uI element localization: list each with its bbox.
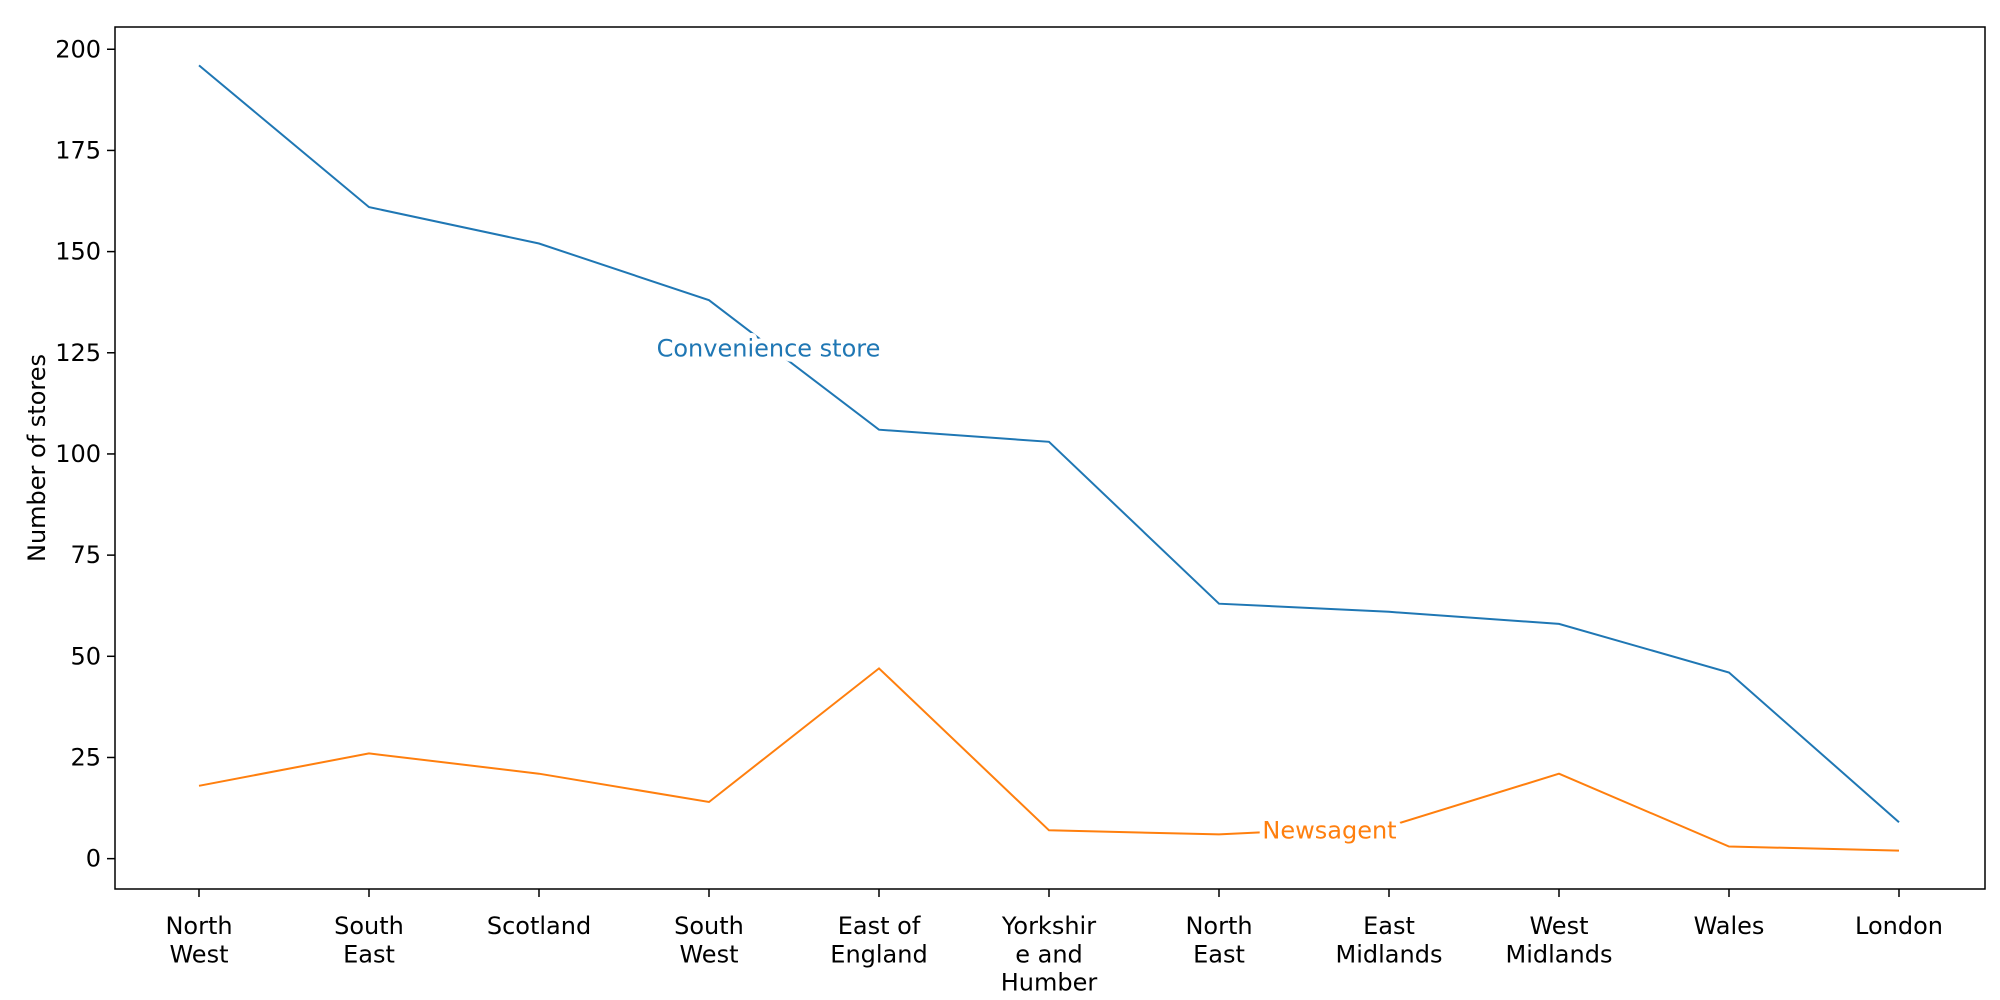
y-tick-label: 0 bbox=[86, 845, 101, 873]
x-tick-label: West Midlands bbox=[1506, 912, 1613, 968]
series-line-convenience-store bbox=[198, 64, 1900, 823]
series-label-layer: Convenience store Newsagent bbox=[652, 330, 1402, 850]
x-tick-label-line: East bbox=[1193, 940, 1245, 968]
x-tick-label-line: Humber bbox=[1001, 968, 1098, 996]
x-tick-label-line: West bbox=[1529, 912, 1588, 940]
x-tick-label-line: South bbox=[674, 912, 744, 940]
x-tick-label-line: East of bbox=[838, 912, 921, 940]
x-tick-label-line: Midlands bbox=[1506, 940, 1613, 968]
x-tick-label-line: East bbox=[1363, 912, 1415, 940]
y-tick-label: 50 bbox=[70, 642, 101, 670]
y-axis-title: Number of stores bbox=[23, 354, 51, 562]
y-tick-label: 100 bbox=[55, 440, 101, 468]
x-tick-label-line: South bbox=[334, 912, 404, 940]
y-axis: 0 25 50 75 100 125 150 175 200 bbox=[55, 35, 115, 873]
y-tick-label: 200 bbox=[55, 35, 101, 63]
y-tick-label: 125 bbox=[55, 339, 101, 367]
x-tick-label: East Midlands bbox=[1336, 912, 1443, 968]
series-layer bbox=[198, 64, 1900, 852]
x-tick-label-line: Midlands bbox=[1336, 940, 1443, 968]
x-tick-label: South West bbox=[674, 912, 744, 968]
x-tick-label-line: North bbox=[1185, 912, 1252, 940]
x-tick-label-line: London bbox=[1855, 912, 1943, 940]
x-tick-label-line: Yorkshir bbox=[1001, 912, 1096, 940]
x-tick-label-line: North bbox=[165, 912, 232, 940]
x-tick-label: East of England bbox=[830, 912, 927, 968]
x-tick-label: North East bbox=[1185, 912, 1252, 968]
x-tick-label-line: e and bbox=[1015, 940, 1083, 968]
x-tick-label-line: England bbox=[830, 940, 927, 968]
plot-frame bbox=[114, 26, 1986, 890]
x-tick-label: North West bbox=[165, 912, 232, 968]
x-tick-label-line: West bbox=[169, 940, 228, 968]
x-tick-label: Yorkshir e and Humber bbox=[1001, 912, 1098, 996]
series-label-newsagent: Newsagent bbox=[1262, 816, 1396, 844]
x-tick-label-line: Scotland bbox=[487, 912, 591, 940]
x-tick-label: London bbox=[1855, 912, 1943, 940]
series-label-convenience-store: Convenience store bbox=[657, 335, 881, 363]
x-tick-label-line: West bbox=[679, 940, 738, 968]
y-tick-label: 25 bbox=[70, 743, 101, 771]
x-tick-label: South East bbox=[334, 912, 404, 968]
y-tick-label: 75 bbox=[70, 541, 101, 569]
x-tick-label-line: East bbox=[343, 940, 395, 968]
y-tick-label: 150 bbox=[55, 238, 101, 266]
x-tick-label: Wales bbox=[1694, 912, 1765, 940]
series-line-newsagent bbox=[198, 667, 1900, 852]
x-tick-label-line: Wales bbox=[1694, 912, 1765, 940]
x-tick-label: Scotland bbox=[487, 912, 591, 940]
y-tick-label: 175 bbox=[55, 136, 101, 164]
